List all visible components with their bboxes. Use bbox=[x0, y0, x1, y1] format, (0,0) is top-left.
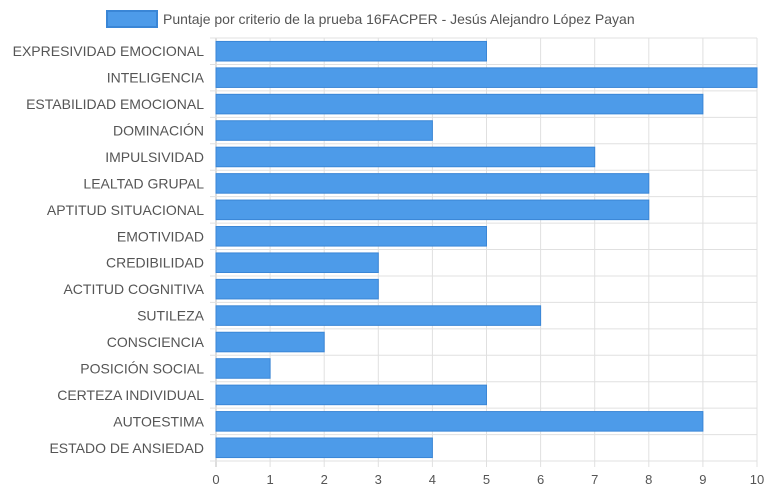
category-label: CREDIBILIDAD bbox=[106, 255, 204, 271]
category-labels: EXPRESIVIDAD EMOCIONAL INTELIGENCIA ESTABI… bbox=[13, 43, 205, 456]
bar[interactable] bbox=[215, 93, 704, 115]
x-axis-ticks: 0 1 2 3 4 5 6 7 8 9 10 bbox=[212, 472, 764, 487]
bar[interactable] bbox=[215, 199, 650, 221]
category-label: ACTITUD COGNITIVA bbox=[63, 281, 204, 297]
bar[interactable] bbox=[215, 384, 487, 406]
x-tick-label: 5 bbox=[483, 472, 490, 487]
bar[interactable] bbox=[215, 278, 379, 300]
x-tick-label: 10 bbox=[750, 472, 764, 487]
legend-swatch bbox=[106, 10, 158, 28]
bar[interactable] bbox=[215, 146, 596, 168]
bar[interactable] bbox=[215, 305, 542, 326]
bar[interactable] bbox=[215, 67, 758, 88]
legend-label: Puntaje por criterio de la prueba 16FACP… bbox=[163, 11, 635, 27]
bar[interactable] bbox=[215, 331, 325, 353]
category-label: EMOTIVIDAD bbox=[117, 228, 204, 244]
category-label: LEALTAD GRUPAL bbox=[83, 175, 204, 191]
x-tick-label: 7 bbox=[591, 472, 598, 487]
category-label: ESTABILIDAD EMOCIONAL bbox=[26, 96, 204, 112]
bar[interactable] bbox=[215, 225, 487, 247]
category-label: CONSCIENCIA bbox=[107, 334, 205, 350]
x-tick-label: 4 bbox=[429, 472, 436, 487]
bar[interactable] bbox=[215, 437, 433, 459]
category-label: APTITUD SITUACIONAL bbox=[47, 202, 204, 218]
bar[interactable] bbox=[215, 252, 379, 274]
bar[interactable] bbox=[215, 411, 704, 432]
bars bbox=[215, 40, 758, 459]
category-label: ESTADO DE ANSIEDAD bbox=[49, 440, 204, 456]
x-tick-label: 0 bbox=[212, 472, 219, 487]
legend[interactable]: Puntaje por criterio de la prueba 16FACP… bbox=[106, 10, 635, 28]
category-label: IMPULSIVIDAD bbox=[105, 149, 204, 165]
category-label: SUTILEZA bbox=[137, 308, 205, 324]
x-tick-label: 3 bbox=[375, 472, 382, 487]
bar[interactable] bbox=[215, 120, 433, 141]
bar[interactable] bbox=[215, 40, 487, 62]
bar[interactable] bbox=[215, 173, 650, 194]
category-label: EXPRESIVIDAD EMOCIONAL bbox=[13, 43, 205, 59]
bar[interactable] bbox=[215, 358, 271, 379]
x-tick-label: 2 bbox=[321, 472, 328, 487]
category-label: INTELIGENCIA bbox=[107, 70, 205, 86]
x-tick-label: 9 bbox=[699, 472, 706, 487]
category-label: CERTEZA INDIVIDUAL bbox=[57, 387, 204, 403]
x-tick-label: 6 bbox=[537, 472, 544, 487]
category-label: POSICIÓN SOCIAL bbox=[80, 360, 204, 376]
x-tick-label: 8 bbox=[645, 472, 652, 487]
category-label: AUTOESTIMA bbox=[113, 413, 204, 429]
x-tick-label: 1 bbox=[266, 472, 273, 487]
category-label: DOMINACIÓN bbox=[113, 123, 204, 139]
